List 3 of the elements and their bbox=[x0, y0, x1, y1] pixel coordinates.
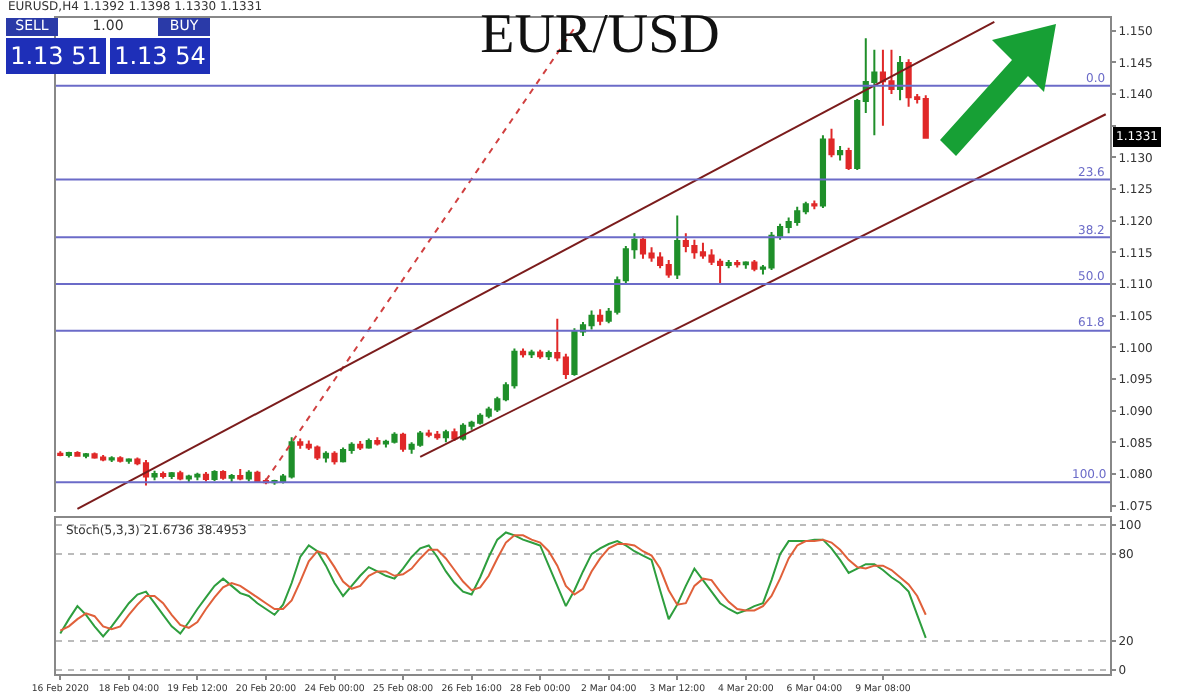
annotation: 1.13 51 bbox=[6, 38, 106, 74]
annotation: 1.13 54 bbox=[110, 38, 210, 74]
chart-title: EUR/USD bbox=[480, 4, 720, 67]
